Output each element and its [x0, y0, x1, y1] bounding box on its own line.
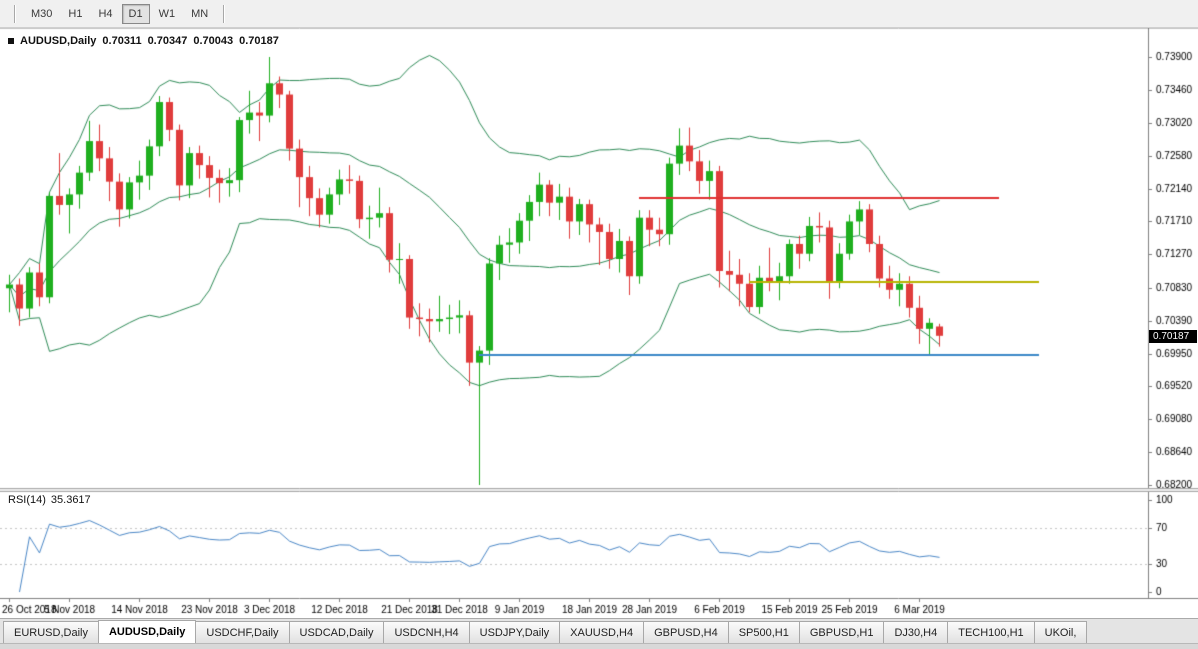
- rsi-name: RSI(14): [8, 494, 46, 506]
- chart-area[interactable]: AUDUSD,Daily 0.70311 0.70347 0.70043 0.7…: [0, 28, 1198, 618]
- tab-tech100-h1[interactable]: TECH100,H1: [947, 621, 1035, 643]
- toolbar-separator: [223, 4, 226, 23]
- tab-xauusd-h4[interactable]: XAUUSD,H4: [559, 621, 645, 643]
- timeframe-m30-button[interactable]: M30: [24, 4, 59, 24]
- tab-sp500-h1[interactable]: SP500,H1: [727, 621, 800, 643]
- price-axis[interactable]: [1148, 28, 1198, 598]
- legend-open: 0.70311: [102, 35, 142, 47]
- tab-audusd-daily[interactable]: AUDUSD,Daily: [97, 620, 197, 643]
- timeframe-h1-button[interactable]: H1: [61, 4, 89, 24]
- toolbar-separator: [14, 4, 16, 23]
- legend-high: 0.70347: [147, 35, 188, 47]
- current-price-tag: 0.70187: [1149, 330, 1197, 343]
- tab-gbpusd-h1[interactable]: GBPUSD,H1: [798, 621, 885, 643]
- horizontal-scrollbar[interactable]: [0, 643, 1198, 649]
- tab-dj30-h4[interactable]: DJ30,H4: [883, 621, 949, 643]
- rsi-indicator-label: RSI(14) 35.3617: [8, 494, 91, 506]
- candlestick-chart-canvas[interactable]: [0, 28, 1198, 618]
- rsi-value: 35.3617: [50, 494, 91, 506]
- timeframe-toolbar: M30 H1 H4 D1 W1 MN: [0, 0, 1198, 28]
- tab-usdcnh-h4[interactable]: USDCNH,H4: [383, 621, 470, 643]
- tab-ukoil[interactable]: UKOil,: [1033, 621, 1088, 643]
- tab-usdjpy-daily[interactable]: USDJPY,Daily: [468, 621, 561, 643]
- tab-usdcad-daily[interactable]: USDCAD,Daily: [288, 621, 385, 643]
- tab-usdchf-daily[interactable]: USDCHF,Daily: [195, 621, 290, 643]
- chart-legend: AUDUSD,Daily 0.70311 0.70347 0.70043 0.7…: [8, 35, 279, 47]
- chart-symbol-icon: [8, 38, 14, 44]
- tab-gbpusd-h4[interactable]: GBPUSD,H4: [643, 621, 729, 643]
- legend-close: 0.70187: [239, 35, 279, 47]
- main-rsi-panel-divider[interactable]: [0, 487, 1198, 493]
- timeframe-mn-button[interactable]: MN: [184, 4, 215, 24]
- timeframe-d1-button[interactable]: D1: [121, 3, 150, 24]
- tab-eurusd-daily[interactable]: EURUSD,Daily: [3, 621, 99, 643]
- chart-tab-bar: EURUSD,Daily AUDUSD,Daily USDCHF,Daily U…: [0, 618, 1198, 643]
- legend-low: 0.70043: [193, 35, 234, 47]
- legend-symbol: AUDUSD,Daily: [20, 35, 97, 47]
- timeframe-h4-button[interactable]: H4: [91, 4, 119, 24]
- timeframe-w1-button[interactable]: W1: [152, 4, 183, 24]
